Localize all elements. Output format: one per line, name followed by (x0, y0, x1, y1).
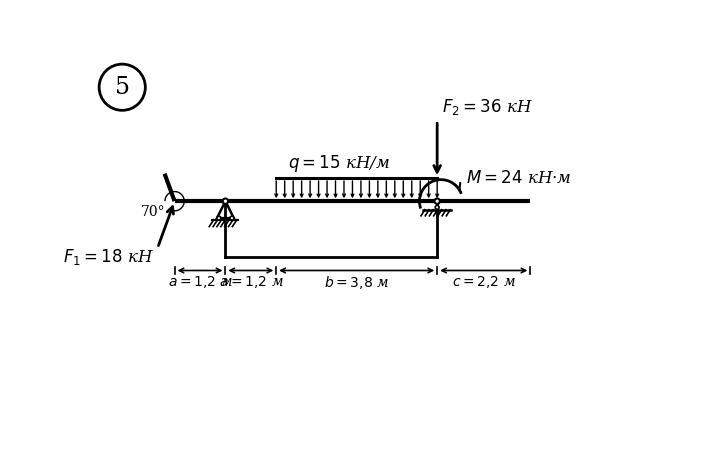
Text: $c = 2{,}2$ м: $c = 2{,}2$ м (452, 274, 515, 290)
Text: $F_2 = 36$ кН: $F_2 = 36$ кН (442, 97, 533, 117)
Circle shape (435, 205, 439, 209)
Text: $b = 3{,}8$ м: $b = 3{,}8$ м (324, 274, 389, 291)
Text: $F_1 = 18$ кН: $F_1 = 18$ кН (63, 247, 154, 267)
Text: $a = 1{,}2$ м: $a = 1{,}2$ м (219, 274, 283, 290)
Circle shape (217, 216, 221, 220)
Circle shape (230, 216, 234, 220)
Text: $a = 1{,}2$ м: $a = 1{,}2$ м (168, 274, 232, 290)
Circle shape (223, 198, 228, 204)
Text: 5: 5 (115, 76, 130, 99)
Circle shape (434, 198, 440, 204)
Text: $q = 15$ кН/м: $q = 15$ кН/м (288, 153, 390, 174)
Circle shape (99, 64, 145, 110)
Text: 70°: 70° (141, 205, 166, 219)
Text: $M = 24$ кН$\cdot$м: $M = 24$ кН$\cdot$м (467, 170, 572, 187)
